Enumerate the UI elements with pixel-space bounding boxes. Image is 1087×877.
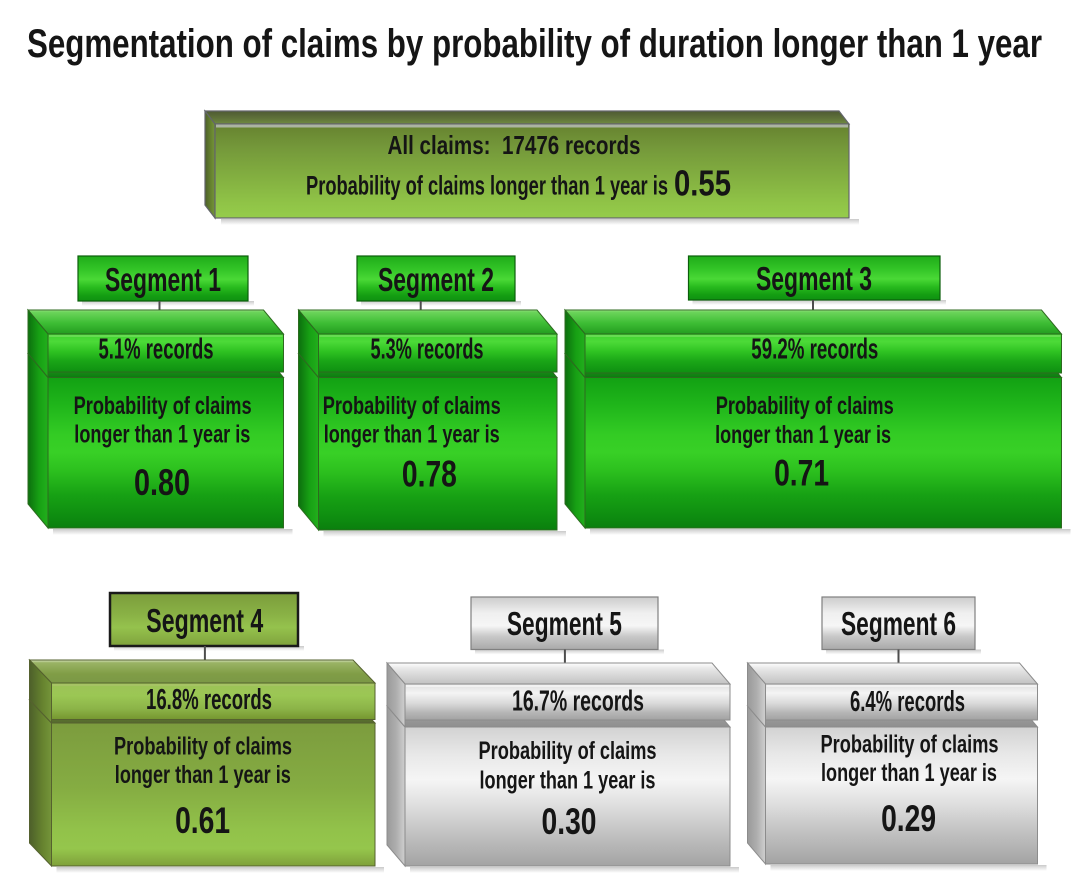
svg-text:Segmentation of claims by prob: Segmentation of claims by probability of… xyxy=(27,22,1042,66)
svg-text:16.7% records: 16.7% records xyxy=(512,685,644,717)
svg-text:Segment 5: Segment 5 xyxy=(507,605,622,642)
svg-text:0.71: 0.71 xyxy=(774,453,829,494)
svg-text:Segment 1: Segment 1 xyxy=(105,261,221,298)
svg-text:Segment 2: Segment 2 xyxy=(378,261,494,298)
svg-text:0.61: 0.61 xyxy=(175,800,230,841)
svg-text:longer than 1 year is: longer than 1 year is xyxy=(74,421,250,449)
svg-text:Probability of claims longer t: Probability of claims longer than 1 year… xyxy=(306,171,668,201)
svg-text:59.2% records: 59.2% records xyxy=(751,334,878,366)
svg-text:Probability of claims: Probability of claims xyxy=(821,731,999,759)
svg-text:16.8% records: 16.8% records xyxy=(146,684,272,716)
svg-text:0.55: 0.55 xyxy=(674,163,731,204)
svg-text:5.3% records: 5.3% records xyxy=(371,334,484,366)
svg-text:Segment 3: Segment 3 xyxy=(756,260,872,297)
svg-text:Segment 6: Segment 6 xyxy=(841,605,956,642)
svg-text:longer than 1 year is: longer than 1 year is xyxy=(480,767,656,795)
svg-text:6.4% records: 6.4% records xyxy=(850,686,965,718)
svg-text:0.80: 0.80 xyxy=(134,462,190,503)
svg-text:longer than 1 year is: longer than 1 year is xyxy=(115,761,291,789)
svg-text:longer than 1 year is: longer than 1 year is xyxy=(715,421,891,449)
svg-text:Probability of claims: Probability of claims xyxy=(479,737,657,765)
svg-text:Segment 4: Segment 4 xyxy=(146,602,263,639)
svg-text:longer than 1 year is: longer than 1 year is xyxy=(324,421,500,449)
svg-text:Probability of claims: Probability of claims xyxy=(74,392,252,420)
svg-text:0.29: 0.29 xyxy=(881,798,936,839)
svg-text:0.78: 0.78 xyxy=(402,454,457,495)
svg-text:5.1% records: 5.1% records xyxy=(99,334,214,366)
svg-text:Probability of claims: Probability of claims xyxy=(323,392,501,420)
svg-text:longer than 1 year is: longer than 1 year is xyxy=(821,759,997,787)
svg-text:Probability of claims: Probability of claims xyxy=(114,733,292,761)
svg-text:All claims: 17476 records: All claims: 17476 records xyxy=(388,130,641,160)
svg-text:Probability of claims: Probability of claims xyxy=(716,392,894,420)
svg-text:0.30: 0.30 xyxy=(542,801,597,842)
